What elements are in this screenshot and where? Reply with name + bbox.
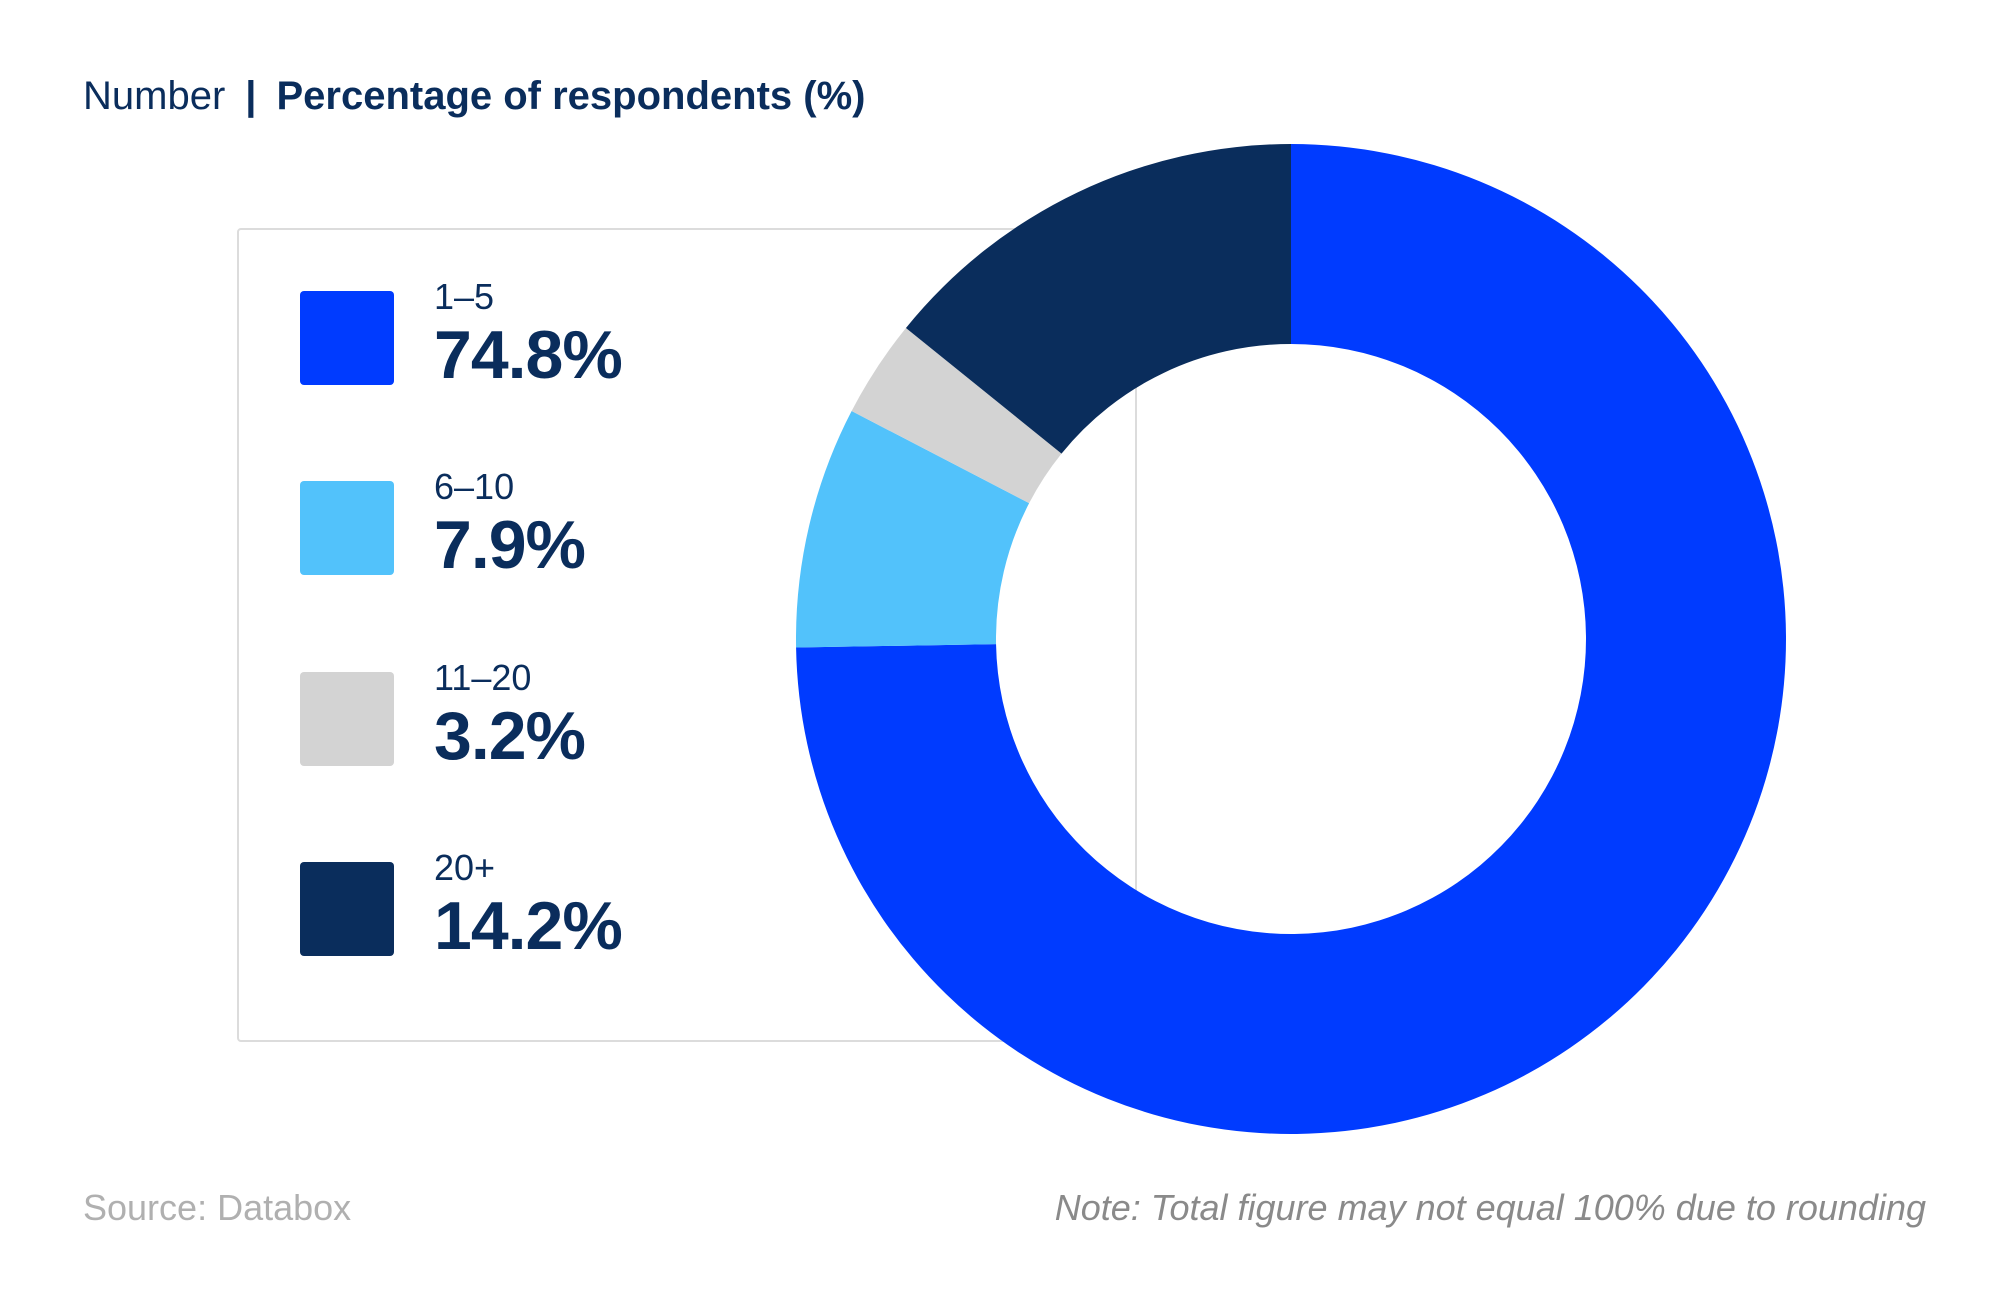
legend-value: 7.9%: [434, 507, 586, 583]
legend-swatch: [300, 291, 394, 385]
rounding-note: Note: Total figure may not equal 100% du…: [1054, 1187, 1926, 1228]
legend-label: 20+: [434, 847, 496, 888]
legend-swatch: [300, 672, 394, 766]
legend-label: 1–5: [434, 276, 495, 317]
legend-item: 6–10 7.9%: [300, 467, 800, 581]
legend-item: 20+ 14.2%: [300, 848, 800, 962]
legend-value: 14.2%: [434, 888, 623, 964]
legend-swatch: [300, 481, 394, 575]
legend-swatch: [300, 862, 394, 956]
donut-slice-3: [851, 327, 1062, 504]
source-note: Source: Databox: [83, 1187, 352, 1228]
donut-slice-4: [905, 143, 1291, 454]
legend-label: 11–20: [434, 657, 532, 698]
header-separator: |: [245, 74, 257, 118]
donut-slice-1: [796, 144, 1786, 1134]
chart-title: Percentage of respondents (%): [276, 74, 866, 118]
legend-value: 74.8%: [434, 317, 623, 393]
legend-value: 3.2%: [434, 698, 586, 774]
legend-item: 11–20 3.2%: [300, 658, 800, 772]
chart-header: Number | Percentage of respondents (%): [83, 70, 865, 122]
legend-item: 1–5 74.8%: [300, 277, 800, 391]
donut-slice-2: [796, 411, 1030, 648]
header-label: Number: [83, 74, 226, 118]
legend-label: 6–10: [434, 466, 515, 507]
